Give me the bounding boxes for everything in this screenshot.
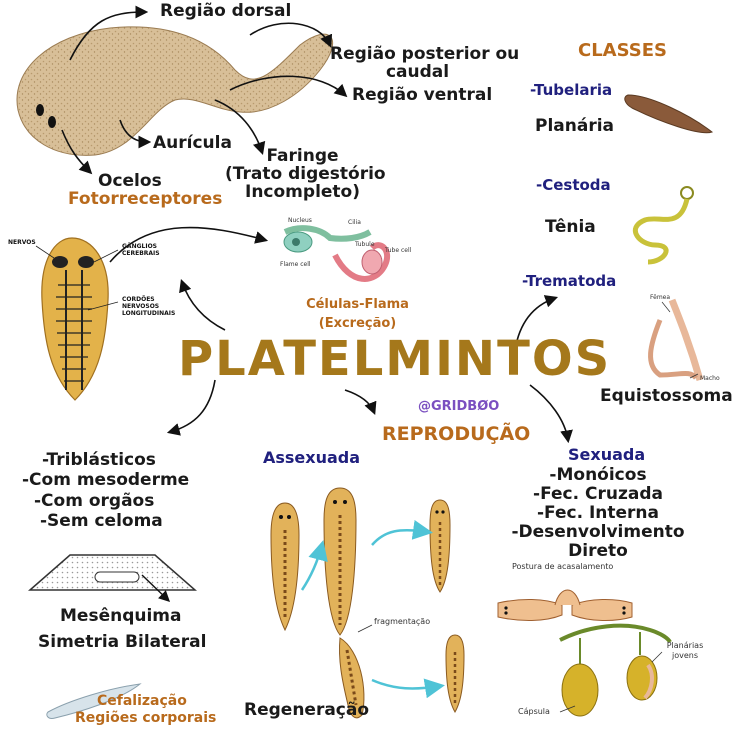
sexuada-item: -Fec. Cruzada (533, 484, 663, 505)
top-arrows (61, 5, 348, 175)
label-faringe-line3: Incompleto) (245, 181, 360, 202)
characteristic-item: -Com mesoderme (22, 470, 190, 491)
label-planarias-jovens-line2: jovens (671, 651, 698, 660)
characteristic-item: -Triblásticos (42, 450, 156, 470)
label-femea: Fêmea (650, 294, 671, 301)
classes-heading: CLASSES (578, 40, 667, 61)
class-trematoda: -Trematoda (522, 272, 617, 290)
label-regiao-posterior: Região posterior ou caudal (330, 44, 520, 82)
characteristics-list: -Triblásticos -Com mesoderme -Com orgãos… (22, 450, 189, 532)
label-cordoes-line3: LONGITUDINAIS (122, 310, 176, 318)
label-fragmentacao: fragmentação (374, 617, 431, 626)
label-tube-cell: Tube cell (385, 247, 412, 254)
schistosoma-illustration (648, 298, 704, 381)
example-equistossoma: Equistossoma (600, 386, 733, 406)
capsula-illustration (559, 623, 672, 717)
label-planarias-jovens-line1: Planárias (666, 641, 704, 650)
label-faringe-line1: Faringe (266, 146, 339, 166)
class-tubelaria: -Tubelaria (530, 81, 613, 99)
label-simetria: Simetria Bilateral (38, 632, 207, 652)
label-fotorreceptores: Fotorreceptores (68, 189, 223, 209)
label-faringe: Faringe (Trato digestório Incompleto) (225, 146, 386, 202)
label-cordoes-line2: NERVOSOS (122, 303, 160, 311)
label-ganglios-line1: GÂNGLIOS (122, 243, 157, 250)
label-capsula: Cápsula (518, 707, 550, 716)
label-regioes-corporais: Regiões corporais (75, 710, 217, 726)
sexuada-item: -Desenvolvimento (511, 522, 685, 543)
sexuada-item: -Monóicos (549, 465, 647, 485)
label-regiao-dorsal: Região dorsal (160, 1, 292, 21)
sexuada-item: -Fec. Interna (536, 503, 659, 524)
cestoda-illustration (632, 186, 694, 265)
label-postura: Postura de acasalamento (512, 562, 614, 571)
label-assexuada: Assexuada (263, 448, 361, 467)
label-tubule: Tubule (355, 241, 375, 248)
example-tenia: Tênia (545, 217, 596, 237)
characteristic-item: -Sem celoma (40, 511, 163, 532)
title-arrows (166, 278, 573, 444)
label-ocelos: Ocelos (98, 171, 162, 191)
label-regiao-posterior-line2: caudal (385, 61, 450, 82)
label-macho: Macho (700, 375, 720, 382)
sexuada-list: -Monóicos -Fec. Cruzada -Fec. Interna -D… (508, 465, 688, 562)
label-flame-cell: Flame cell (280, 261, 311, 268)
tubelaria-illustration (624, 94, 714, 134)
mesenquima-illustration (28, 554, 197, 602)
class-cestoda: -Cestoda (536, 176, 611, 194)
reproducao-heading: REPRODUÇÃO (382, 423, 531, 445)
label-faringe-line2: (Trato digestório (225, 163, 386, 184)
postura-illustration (497, 589, 633, 622)
watermark: @GRIDBØO (418, 399, 500, 414)
label-sexuada: Sexuada (568, 445, 646, 464)
label-regiao-posterior-line1: Região posterior ou (330, 44, 520, 64)
label-celulas-flama: Células-Flama (Excreção) (300, 296, 415, 334)
label-nervos: NERVOS (8, 239, 36, 246)
characteristic-item: -Com orgãos (34, 490, 155, 511)
flame-cell-illustration (283, 225, 391, 282)
label-celulas-flama-line1: Células-Flama (306, 297, 409, 312)
example-planaria: Planária (535, 116, 615, 136)
label-cefalizacao: Cefalização (97, 693, 187, 709)
cefalizacao-illustration (46, 683, 142, 719)
label-cordoes: CORDÕES NERVOSOS LONGITUDINAIS (122, 296, 175, 318)
planaria-dorsal-illustration (16, 26, 334, 156)
label-cilia: Cilia (348, 219, 361, 226)
label-nucleus: Nucleus (288, 217, 312, 224)
label-planarias-jovens: Planárias jovens (660, 641, 710, 661)
label-ganglios-line2: CEREBRAIS (122, 250, 160, 258)
nervous-system-illustration (35, 237, 119, 401)
page-title: PLATELMINTOS (178, 331, 612, 387)
assexuada-illustration (270, 487, 465, 719)
label-celulas-flama-line2: (Excreção) (318, 315, 397, 331)
label-mesenquima: Mesênquima (60, 606, 182, 626)
label-regiao-ventral: Região ventral (352, 85, 493, 105)
sexuada-item: Direto (568, 541, 628, 562)
label-cordoes-line1: CORDÕES (122, 296, 155, 303)
label-ganglios: GÂNGLIOS CEREBRAIS (122, 243, 160, 257)
label-auricula: Aurícula (153, 133, 232, 153)
label-regeneracao: Regeneração (244, 700, 370, 720)
